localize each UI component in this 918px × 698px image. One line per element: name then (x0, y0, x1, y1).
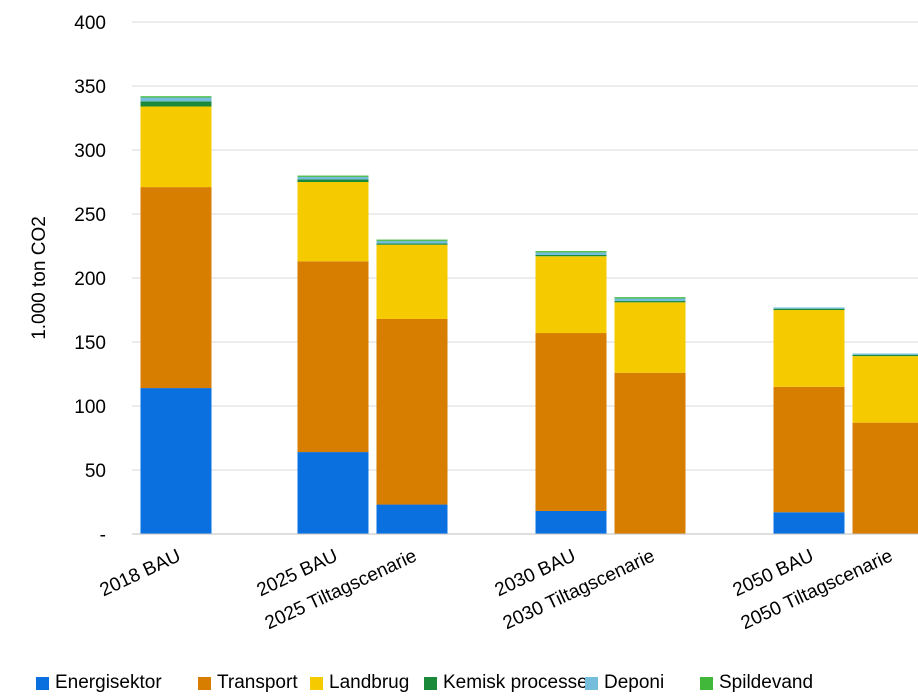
legend-label: Energisektor (55, 672, 162, 693)
legend-swatch (36, 676, 49, 690)
bar-segment (773, 512, 845, 534)
y-tick-label: 250 (74, 205, 106, 226)
y-tick-label: 100 (74, 397, 106, 418)
bar-segment (535, 251, 607, 253)
y-axis-title: 1.000 ton CO2 (29, 216, 50, 340)
bar-segment (535, 254, 607, 257)
bar-stack (297, 175, 369, 534)
bar-segment (614, 298, 686, 302)
bar-segment (535, 252, 607, 255)
bar-segment (297, 182, 369, 262)
legend-swatch (310, 676, 323, 690)
bars (140, 96, 918, 534)
bar-segment (140, 96, 212, 98)
bar-segment (376, 244, 448, 319)
bar-segment (852, 354, 918, 357)
gridlines (132, 21, 918, 535)
bar-segment (140, 97, 212, 102)
y-tick-label: 150 (74, 333, 106, 354)
y-tick-label: - (100, 525, 106, 546)
legend-item: Spildevand (700, 672, 813, 694)
bar-segment (773, 308, 845, 310)
bar-segment (614, 301, 686, 303)
bar-segment (376, 240, 448, 244)
y-tick-label: 200 (74, 269, 106, 290)
bar-segment (376, 239, 448, 241)
bar-segment (297, 261, 369, 453)
legend: Energisektor Transport Landbrug Kemisk proc… (0, 672, 918, 698)
legend-item: Landbrug (310, 672, 409, 694)
legend-item: Energisektor (36, 672, 162, 694)
legend-label: Spildevand (719, 672, 814, 693)
bar-stack (614, 297, 686, 534)
bar-segment (852, 353, 918, 355)
bar-segment (140, 388, 212, 534)
y-tick-label: 50 (85, 461, 106, 482)
y-tick-label: 400 (74, 13, 106, 34)
bar-segment (376, 243, 448, 245)
bar-segment (773, 310, 845, 387)
bar-segment (614, 302, 686, 373)
bar-segment (773, 386, 845, 513)
bar-segment (852, 422, 918, 534)
bar-stack (773, 307, 845, 534)
legend-label: Kemisk processer (443, 672, 594, 693)
legend-label: Transport (217, 672, 298, 693)
bar-segment (297, 175, 369, 177)
bar-segment (297, 176, 369, 180)
x-tick-label: 2018 BAU (97, 545, 184, 601)
bar-segment (140, 101, 212, 107)
y-tick-label: 350 (74, 77, 106, 98)
bar-segment (140, 187, 212, 389)
y-tick-label: 300 (74, 141, 106, 162)
legend-label: Deponi (604, 672, 665, 693)
legend-item: Kemisk processer (424, 672, 594, 694)
legend-item: Transport (198, 672, 298, 694)
legend-item: Deponi (585, 672, 664, 694)
bar-segment (852, 356, 918, 423)
bar-segment (376, 504, 448, 534)
bar-stack (535, 251, 607, 534)
bar-segment (614, 372, 686, 534)
bar-stack (376, 239, 448, 534)
bar-segment (297, 452, 369, 534)
legend-swatch (585, 676, 598, 690)
legend-swatch (700, 676, 713, 690)
legend-swatch (198, 676, 211, 690)
bar-segment (535, 256, 607, 334)
bar-segment (376, 318, 448, 505)
legend-swatch (424, 676, 437, 690)
bar-segment (297, 179, 369, 182)
legend-label: Landbrug (329, 672, 410, 693)
bar-segment (535, 510, 607, 534)
bar-stack (140, 96, 212, 534)
bar-segment (140, 106, 212, 188)
bar-segment (773, 307, 845, 309)
bar-segment (535, 333, 607, 511)
bar-stack (852, 353, 918, 534)
bar-segment (614, 297, 686, 299)
